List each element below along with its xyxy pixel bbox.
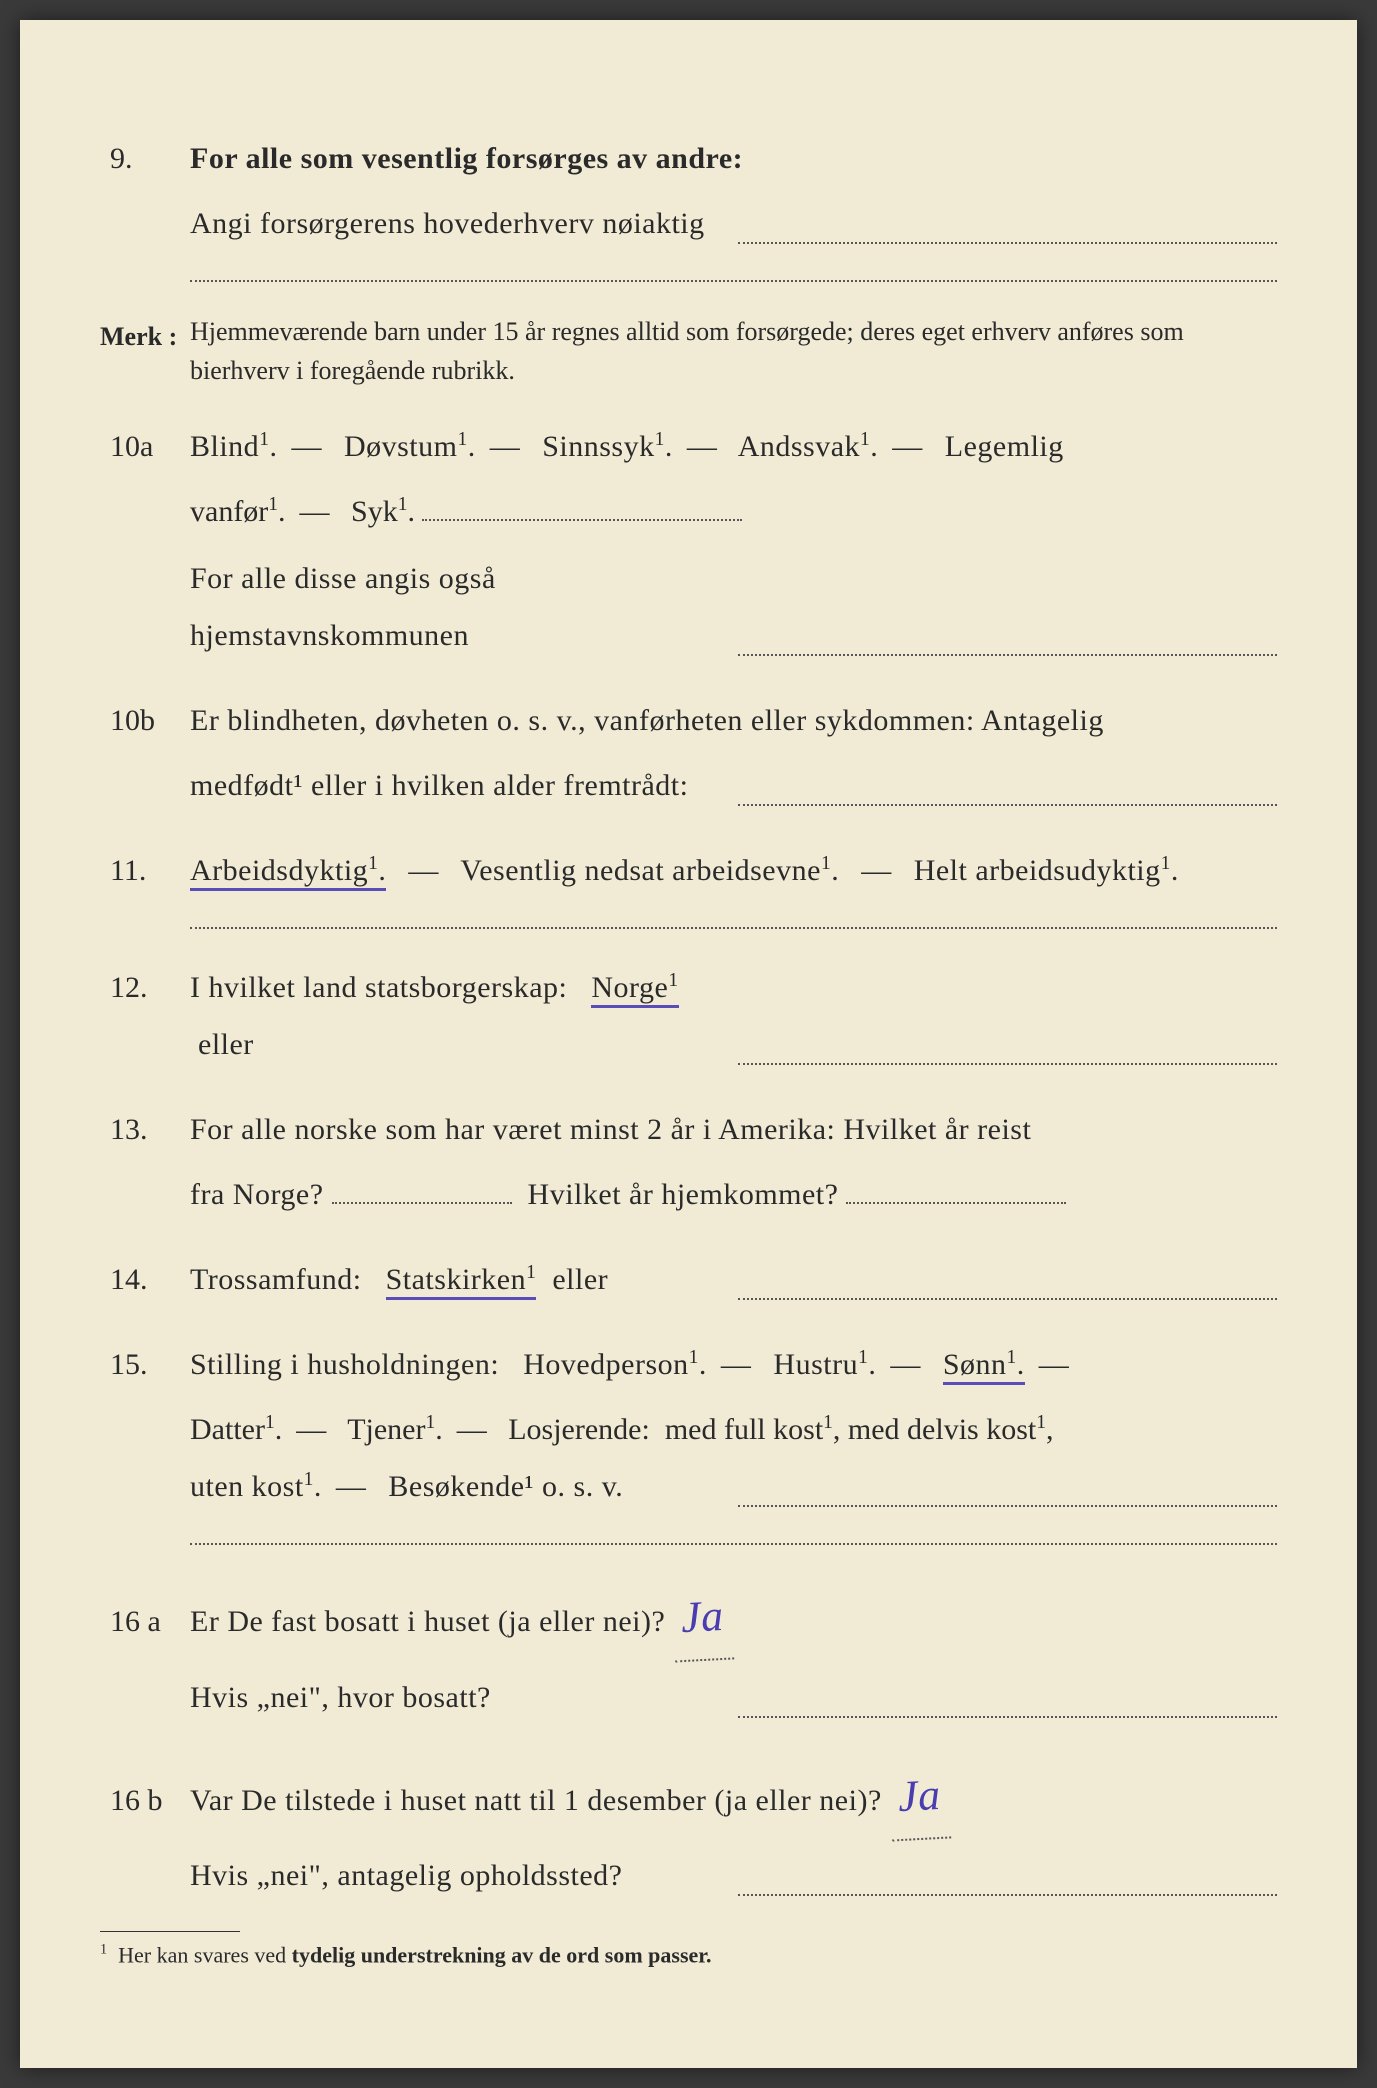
q10a-fill1[interactable] — [422, 491, 742, 521]
q15-number: 15. — [100, 1336, 190, 1393]
census-form-page: 9. For alle som vesentlig forsørges av a… — [20, 20, 1357, 2068]
q15-label: Stilling i husholdningen: — [190, 1348, 499, 1381]
opt-hovedperson[interactable]: Hovedperson1. — [523, 1348, 707, 1381]
q10b-number: 10b — [100, 692, 190, 749]
q13-line1: For alle norske som har været minst 2 år… — [190, 1101, 1277, 1158]
opt-utenkost[interactable]: uten kost1. — [190, 1470, 322, 1503]
q13-line2b: Hvilket år hjemkommet? — [528, 1178, 839, 1211]
q9-number: 9. — [100, 130, 190, 187]
q13-line2a: fra Norge? — [190, 1178, 324, 1211]
question-11: 11. Arbeidsdyktig1. — Vesentlig nedsat a… — [100, 842, 1277, 899]
q16b-line2: Hvis „nei", antagelig opholdssted? — [190, 1859, 623, 1892]
merk-label: Merk : — [100, 312, 190, 361]
q13-number: 13. — [100, 1101, 190, 1158]
opt-nedsat[interactable]: Vesentlig nedsat arbeidsevne1. — [460, 854, 839, 887]
q10a-line2: For alle disse angis også hjemstavnskomm… — [190, 562, 496, 652]
divider — [190, 927, 1277, 929]
question-10a: 10a Blind1.— Døvstum1.— Sinnssyk1.— Ands… — [100, 418, 1277, 664]
question-9: 9. For alle som vesentlig forsørges av a… — [100, 130, 1277, 252]
opt-hustru[interactable]: Hustru1. — [773, 1348, 876, 1381]
q9-fill[interactable] — [738, 225, 1278, 244]
opt-blind[interactable]: Blind1. — [190, 430, 277, 463]
q16b-answer: Ja — [888, 1752, 951, 1841]
q16a-answer: Ja — [671, 1574, 734, 1663]
question-10b: 10b Er blindheten, døvheten o. s. v., va… — [100, 692, 1277, 814]
question-16b: 16 b Var De tilstede i huset natt til 1 … — [100, 1754, 1277, 1905]
q13-fill2[interactable] — [846, 1174, 1066, 1204]
q14-fill[interactable] — [738, 1281, 1278, 1300]
opt-sinnssyk[interactable]: Sinnssyk1. — [542, 430, 673, 463]
question-12: 12. I hvilket land statsborgerskap: Norg… — [100, 959, 1277, 1073]
footnote-marker: 1 — [100, 1942, 107, 1967]
q16b-question: Var De tilstede i huset natt til 1 desem… — [190, 1784, 882, 1817]
question-13: 13. For alle norske som har været minst … — [100, 1101, 1277, 1223]
q10b-text1: Er blindheten, døvheten o. s. v., vanfør… — [190, 692, 1277, 749]
q16a-line2: Hvis „nei", hvor bosatt? — [190, 1681, 491, 1714]
footnote-rule — [100, 1931, 240, 1932]
q15-losj: Losjerende: — [508, 1413, 650, 1446]
merk-text: Hjemmeværende barn under 15 år regnes al… — [190, 312, 1277, 390]
q16a-number: 16 a — [100, 1593, 190, 1650]
q16a-question: Er De fast bosatt i huset (ja eller nei)… — [190, 1605, 665, 1638]
question-14: 14. Trossamfund: Statskirken1 eller — [100, 1251, 1277, 1308]
q10a-number: 10a — [100, 418, 190, 475]
merk-note: Merk : Hjemmeværende barn under 15 år re… — [100, 312, 1277, 390]
q10b-fill[interactable] — [738, 787, 1278, 806]
q15-tail: Besøkende¹ o. s. v. — [388, 1470, 623, 1503]
divider — [190, 280, 1277, 282]
q16a-fill[interactable] — [738, 1698, 1278, 1717]
q14-number: 14. — [100, 1251, 190, 1308]
opt-statskirken[interactable]: Statskirken1 — [386, 1263, 537, 1300]
opt-datter[interactable]: Datter1. — [190, 1413, 282, 1446]
opt-legemlig[interactable]: Legemlig — [945, 430, 1064, 463]
opt-dovstum[interactable]: Døvstum1. — [344, 430, 476, 463]
q10a-fill2[interactable] — [738, 637, 1278, 656]
question-15: 15. Stilling i husholdningen: Hovedperso… — [100, 1336, 1277, 1515]
q12-number: 12. — [100, 959, 190, 1016]
opt-fullkost[interactable]: med full kost1, — [665, 1413, 841, 1446]
footnote: 1 Her kan svares ved tydelig understrekn… — [100, 1931, 1277, 1968]
opt-arbeidsdyktig[interactable]: Arbeidsdyktig1. — [190, 854, 386, 891]
opt-vanfor[interactable]: vanfør1. — [190, 495, 286, 528]
opt-delviskost[interactable]: med delvis kost1, — [848, 1413, 1054, 1446]
opt-sonn[interactable]: Sønn1. — [943, 1348, 1025, 1385]
q16b-number: 16 b — [100, 1772, 190, 1829]
opt-andssvak[interactable]: Andssvak1. — [738, 430, 879, 463]
q12-fill[interactable] — [738, 1046, 1278, 1065]
q15-fill[interactable] — [738, 1488, 1278, 1507]
q16b-fill[interactable] — [738, 1877, 1278, 1896]
opt-norge[interactable]: Norge1 — [591, 971, 678, 1008]
opt-udyktig[interactable]: Helt arbeidsudyktig1. — [914, 854, 1179, 887]
q9-heading: For alle som vesentlig forsørges av andr… — [190, 130, 1277, 187]
q14-label: Trossamfund: — [190, 1263, 362, 1296]
opt-syk[interactable]: Syk1. — [351, 495, 415, 528]
opt-tjener[interactable]: Tjener1. — [347, 1413, 443, 1446]
q12-label: I hvilket land statsborgerskap: — [190, 971, 567, 1004]
q11-number: 11. — [100, 842, 190, 899]
q9-prompt: Angi forsørgerens hovederhverv nøiaktig — [190, 207, 705, 240]
divider — [190, 1543, 1277, 1545]
question-16a: 16 a Er De fast bosatt i huset (ja eller… — [100, 1575, 1277, 1726]
q10b-text2: medfødt¹ eller i hvilken alder fremtrådt… — [190, 769, 688, 802]
q13-fill1[interactable] — [332, 1174, 512, 1204]
